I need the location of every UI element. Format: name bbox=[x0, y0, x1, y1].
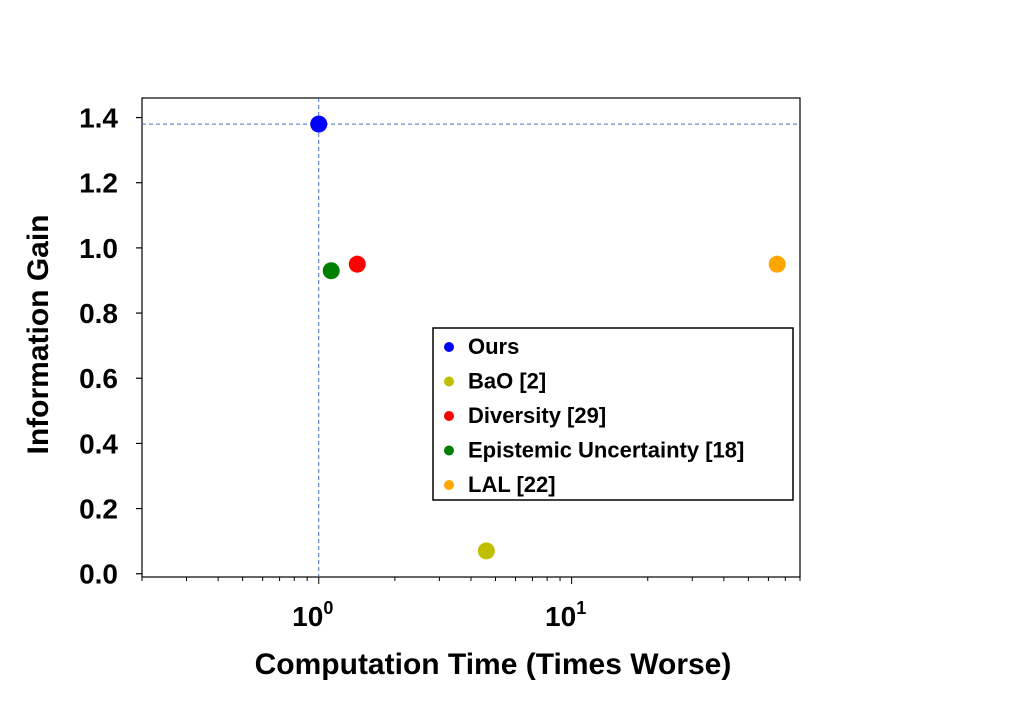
legend-marker bbox=[444, 480, 454, 490]
reference-lines bbox=[142, 98, 800, 577]
x-tick-label: 101 bbox=[545, 598, 586, 632]
data-point bbox=[348, 255, 366, 273]
y-axis: 0.0 0.2 0.4 0.6 0.8 1.0 1.2 1.4 bbox=[79, 103, 142, 590]
legend-marker bbox=[444, 445, 454, 456]
y-tick-label: 1.0 bbox=[79, 233, 118, 264]
legend-marker bbox=[444, 342, 454, 352]
legend: Ours BaO [2] Diversity [29] Epistemic Uncer… bbox=[432, 327, 794, 501]
x-axis-label: Computation Time (Times Worse) bbox=[255, 648, 732, 681]
legend-label: LAL [22] bbox=[468, 472, 556, 497]
y-tick-label: 0.2 bbox=[79, 494, 118, 525]
legend-label: BaO [2] bbox=[468, 369, 546, 394]
legend-marker bbox=[444, 376, 454, 387]
legend-label: Diversity [29] bbox=[468, 403, 606, 428]
y-tick-label: 0.6 bbox=[79, 363, 118, 394]
data-point bbox=[477, 542, 495, 560]
y-tick-label: 1.2 bbox=[79, 168, 118, 199]
legend-label: Epistemic Uncertainty [18] bbox=[468, 438, 744, 463]
data-points bbox=[310, 115, 786, 560]
y-axis-label: Information Gain bbox=[22, 215, 55, 455]
legend-box bbox=[432, 327, 794, 501]
y-tick-label: 0.8 bbox=[79, 298, 118, 329]
y-tick-label: 0.4 bbox=[79, 428, 118, 459]
data-point bbox=[310, 115, 328, 133]
legend-label: Ours bbox=[468, 334, 519, 359]
y-tick-label: 1.4 bbox=[79, 103, 118, 134]
data-point bbox=[768, 255, 786, 273]
y-tick-label: 0.0 bbox=[79, 559, 118, 590]
data-point bbox=[322, 262, 340, 280]
legend-marker bbox=[444, 411, 454, 421]
x-axis: 100 101 bbox=[141, 577, 801, 632]
x-tick-label: 100 bbox=[292, 598, 333, 632]
